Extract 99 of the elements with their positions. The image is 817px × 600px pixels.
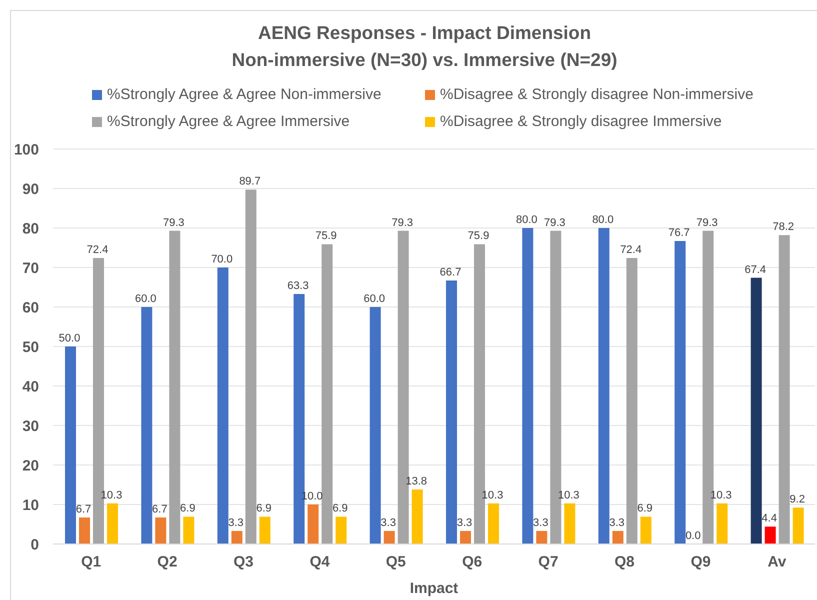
bar — [522, 228, 534, 544]
data-label: 78.2 — [772, 221, 794, 234]
bar — [183, 516, 194, 544]
data-label: 3.3 — [380, 516, 396, 529]
x-tick-label: Q5 — [386, 554, 406, 571]
data-label: 72.4 — [620, 244, 642, 256]
bar — [750, 278, 762, 544]
bar — [141, 307, 152, 544]
chart-subtitle: Non-immersive (N=30) vs. Immersive (N=29) — [232, 49, 618, 70]
data-label: 10.3 — [710, 489, 732, 502]
bar — [107, 503, 118, 544]
data-label: 75.9 — [315, 230, 337, 242]
data-label: 70.0 — [211, 254, 233, 266]
bar — [384, 530, 395, 544]
bar — [79, 518, 90, 544]
data-label: 13.8 — [406, 475, 428, 488]
legend-label: %Strongly Agree & Agree Immersive — [107, 113, 350, 131]
y-tick-label: 0 — [30, 536, 39, 554]
data-label: 6.7 — [152, 504, 168, 516]
bar — [598, 228, 610, 544]
data-label: 3.3 — [228, 516, 244, 529]
data-label: 10.3 — [100, 489, 122, 502]
y-tick-label: 50 — [22, 338, 39, 356]
data-label: 10.3 — [482, 489, 504, 502]
data-label: 6.9 — [256, 502, 272, 515]
data-label: 67.4 — [744, 264, 766, 276]
data-label: 6.9 — [637, 502, 653, 515]
y-tick-label: 100 — [14, 141, 39, 158]
data-label: 79.3 — [696, 216, 718, 229]
chart-title: AENG Responses - Impact Dimension — [258, 22, 592, 43]
bar — [778, 235, 790, 544]
y-tick-label: 80 — [22, 220, 39, 238]
data-label: 60.0 — [134, 293, 156, 305]
data-label: 3.3 — [533, 516, 548, 529]
y-tick-label: 10 — [22, 496, 39, 514]
y-tick-label: 20 — [22, 457, 39, 474]
bar — [764, 526, 776, 544]
bar — [564, 503, 576, 544]
x-tick-label: Q8 — [614, 554, 635, 571]
x-tick-label: Q2 — [157, 554, 178, 571]
y-tick-label: 70 — [22, 260, 39, 277]
bar — [65, 346, 76, 544]
x-tick-label: Av — [768, 554, 787, 571]
bar — [308, 504, 319, 544]
bar — [259, 516, 270, 544]
x-tick-label: Q9 — [690, 554, 711, 571]
bar — [412, 489, 423, 544]
bar — [231, 530, 242, 544]
data-label: 0.0 — [685, 530, 701, 542]
data-label: 79.3 — [392, 216, 414, 229]
x-tick-label: Q1 — [81, 554, 102, 571]
data-label: 3.3 — [609, 516, 625, 529]
data-label: 6.9 — [332, 502, 348, 515]
data-label: 6.9 — [180, 502, 196, 515]
bar — [217, 268, 228, 544]
bar — [446, 280, 457, 544]
data-label: 80.0 — [592, 214, 614, 226]
bar — [460, 530, 471, 544]
bar — [245, 190, 256, 544]
bar — [370, 307, 381, 544]
bar — [336, 516, 347, 544]
data-label: 72.4 — [86, 244, 108, 256]
data-label: 79.3 — [162, 216, 184, 229]
y-tick-label: 90 — [22, 180, 39, 198]
data-label: 9.2 — [790, 494, 805, 506]
data-label: 63.3 — [287, 280, 309, 292]
data-label: 80.0 — [516, 214, 538, 226]
y-tick-label: 30 — [22, 418, 39, 435]
bar — [674, 241, 686, 544]
x-tick-label: Q4 — [310, 554, 330, 571]
bar — [536, 530, 548, 544]
data-label: 79.3 — [544, 216, 566, 229]
data-label: 89.7 — [239, 176, 261, 188]
data-label: 3.3 — [456, 516, 472, 529]
x-tick-label: Q6 — [462, 554, 482, 571]
data-label: 66.7 — [440, 266, 462, 279]
data-label: 76.7 — [668, 227, 690, 240]
bar — [612, 530, 624, 544]
bar — [488, 503, 499, 544]
data-label: 6.7 — [76, 504, 92, 516]
y-tick-label: 40 — [22, 378, 39, 396]
bar — [716, 503, 728, 544]
data-label: 60.0 — [364, 293, 386, 305]
bar — [640, 516, 652, 544]
legend-label: %Strongly Agree & Agree Non-immersive — [107, 86, 382, 104]
y-tick-label: 60 — [22, 299, 39, 316]
data-label: 50.0 — [58, 332, 80, 344]
bar — [322, 244, 333, 544]
x-axis-title: Impact — [410, 580, 458, 597]
data-label: 75.9 — [468, 230, 490, 242]
bar — [792, 508, 804, 544]
legend-label: %Disagree & Strongly disagree Non-immersive — [440, 86, 754, 104]
bar — [626, 258, 638, 544]
data-label: 10.3 — [558, 489, 580, 502]
x-tick-label: Q7 — [538, 554, 558, 571]
x-tick-label: Q3 — [233, 554, 254, 571]
bar — [169, 230, 180, 544]
bar — [155, 518, 166, 544]
legend-label: %Disagree & Strongly disagree Immersive — [440, 113, 722, 131]
